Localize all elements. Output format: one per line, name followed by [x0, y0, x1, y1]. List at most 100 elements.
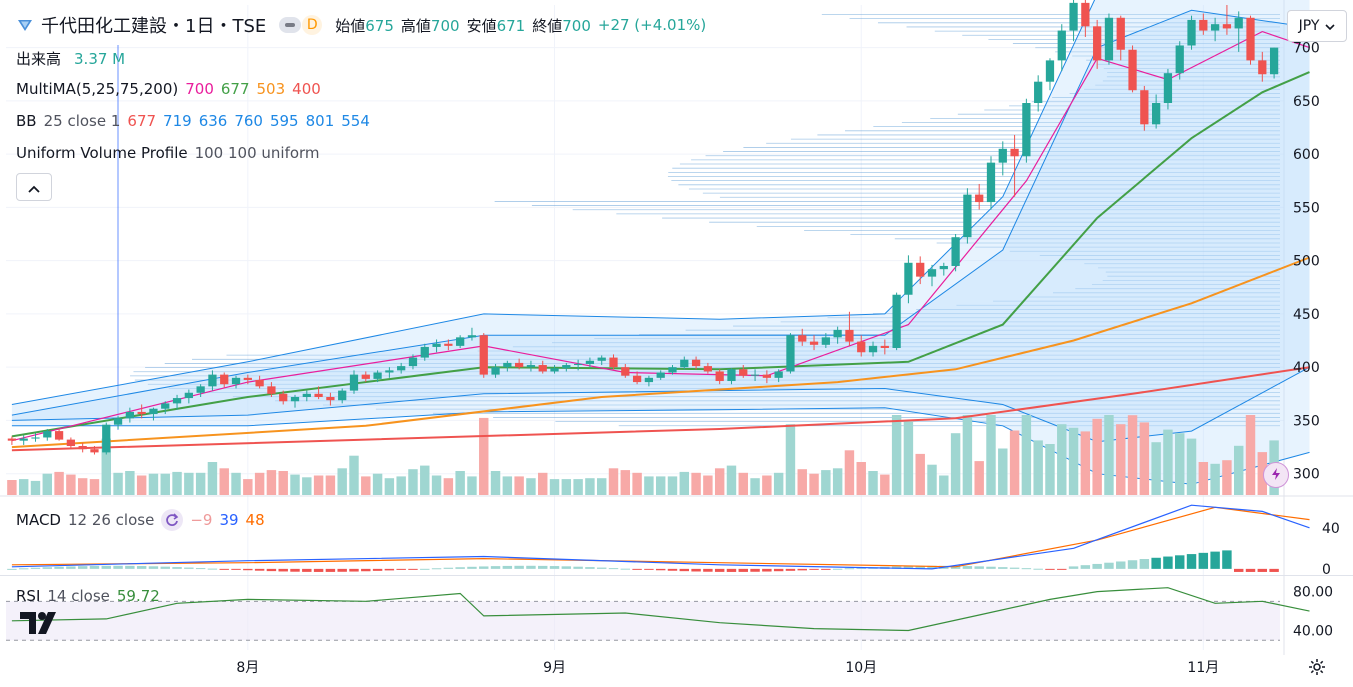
volume-bar — [77, 478, 88, 495]
price-tick-label: 550 — [1293, 200, 1320, 216]
time-axis[interactable]: 8月9月10月11月12月 — [236, 660, 1353, 676]
macd-histogram-bar — [172, 567, 182, 569]
macd-histogram-bar — [1163, 556, 1173, 569]
interval-badge[interactable]: D — [302, 15, 323, 35]
volume-bar — [832, 468, 843, 495]
chart-settings-button[interactable] — [1305, 657, 1329, 681]
candle-body — [1069, 2, 1078, 31]
volume-bar — [1245, 415, 1256, 495]
candle-body — [691, 359, 701, 367]
macd-histogram-bar — [1257, 568, 1268, 572]
rsi-legend[interactable]: RSI 14 close 59.72 — [16, 587, 160, 605]
bb-value-6: 554 — [341, 112, 370, 130]
volume-bar — [939, 475, 949, 495]
multima-legend[interactable]: MultiMA(5,25,75,200) 700 677 503 400 — [16, 80, 321, 98]
candle-body — [515, 362, 524, 368]
volume-bar — [1045, 444, 1055, 495]
macd-histogram-bar — [1092, 563, 1102, 569]
candle-body — [503, 362, 512, 368]
candle-body — [467, 335, 477, 338]
volume-bar — [1116, 424, 1126, 495]
macd-histogram-bar — [644, 568, 654, 570]
volume-bar — [526, 478, 536, 495]
alert-bolt-button[interactable] — [1263, 462, 1289, 488]
symbol-title[interactable]: 千代田化工建設・1日・TSE — [41, 16, 267, 37]
volume-bar — [655, 476, 666, 495]
candle-body — [137, 411, 146, 415]
volume-bar — [1009, 430, 1020, 495]
volume-bar — [868, 471, 878, 495]
symbol-logo-icon[interactable] — [16, 16, 34, 34]
candle-body — [338, 390, 347, 401]
macd-histogram-bar — [844, 568, 855, 570]
currency-label: JPY — [1298, 18, 1320, 34]
volume-bar — [1068, 427, 1079, 495]
macd-histogram-bar — [1116, 561, 1126, 569]
volume-legend[interactable]: 出来高 3.37 M — [16, 48, 125, 69]
macd-histogram-bar — [254, 568, 265, 571]
toggle-pill[interactable] — [279, 17, 302, 33]
candle-body — [385, 370, 394, 373]
volume-bar — [113, 472, 123, 495]
price-axis[interactable]: 300 350 400 450 500 550 600 650 700 0 40 80.00 40.00 — [1293, 41, 1340, 640]
candle-body — [19, 438, 28, 441]
candle-body — [916, 262, 925, 277]
macd-legend[interactable]: MACD 12 26 close −9 39 48 — [16, 509, 265, 531]
candle-body — [161, 403, 170, 409]
candle-body — [621, 367, 630, 376]
candle-body — [703, 366, 713, 372]
candle-body — [1104, 17, 1114, 61]
macd-histogram-bar — [514, 565, 524, 569]
macd-histogram-bar — [89, 565, 100, 569]
macd-histogram-bar — [207, 568, 218, 570]
macd-histogram-bar — [266, 568, 277, 572]
moving-average-layer — [11, 30, 1310, 452]
candle-body — [31, 437, 40, 439]
volume-bar — [431, 475, 442, 495]
candle-body — [444, 343, 453, 346]
bb-legend[interactable]: BB 25 close 1 677 719 636 760 595 801 55… — [16, 112, 370, 130]
macd-histogram-bar — [1021, 568, 1032, 570]
candle-body — [1258, 60, 1267, 75]
macd-histogram-bar — [549, 566, 560, 569]
macd-histogram-bar — [408, 568, 418, 570]
macd-histogram-bar — [632, 568, 642, 570]
volume-bar — [136, 475, 147, 495]
macd-histogram-bar — [278, 568, 288, 572]
candle-body — [986, 162, 996, 203]
macd-histogram-bar — [42, 567, 53, 569]
candle-body — [1140, 90, 1149, 125]
candle-body — [632, 375, 642, 383]
volume-bar — [42, 473, 53, 495]
refresh-icon[interactable] — [161, 509, 184, 531]
collapse-legend-button[interactable] — [16, 173, 52, 201]
candle-body — [314, 393, 323, 397]
volume-bar — [302, 477, 312, 495]
candle-body — [302, 393, 311, 397]
macd-histogram-bar — [856, 567, 866, 569]
macd-histogram-bar — [655, 568, 666, 571]
macd-histogram-bar — [396, 568, 406, 570]
volume-bar — [184, 472, 194, 495]
volume-bar — [1057, 424, 1067, 495]
chevron-up-icon — [28, 178, 40, 197]
macd-histogram-bar — [1068, 566, 1079, 569]
volume-bar — [821, 470, 831, 495]
macd-histogram-bar — [384, 568, 395, 571]
volume-bar — [844, 450, 855, 495]
currency-select[interactable]: JPY — [1287, 10, 1347, 42]
volume-bar — [1080, 431, 1091, 495]
macd-histogram-bar — [479, 566, 489, 569]
candle-body — [809, 341, 819, 345]
volume-bar — [514, 476, 524, 495]
macd-histogram-bar — [1269, 568, 1279, 572]
volume-bar — [679, 471, 690, 495]
vp-legend[interactable]: Uniform Volume Profile 100 100 uniform — [16, 144, 320, 162]
candle-body — [208, 374, 217, 387]
volume-bar — [243, 479, 253, 495]
macd-histogram-bar — [148, 566, 159, 569]
macd-histogram-bar — [974, 566, 984, 569]
macd-histogram-bar — [773, 568, 784, 572]
volume-bar — [18, 479, 29, 495]
